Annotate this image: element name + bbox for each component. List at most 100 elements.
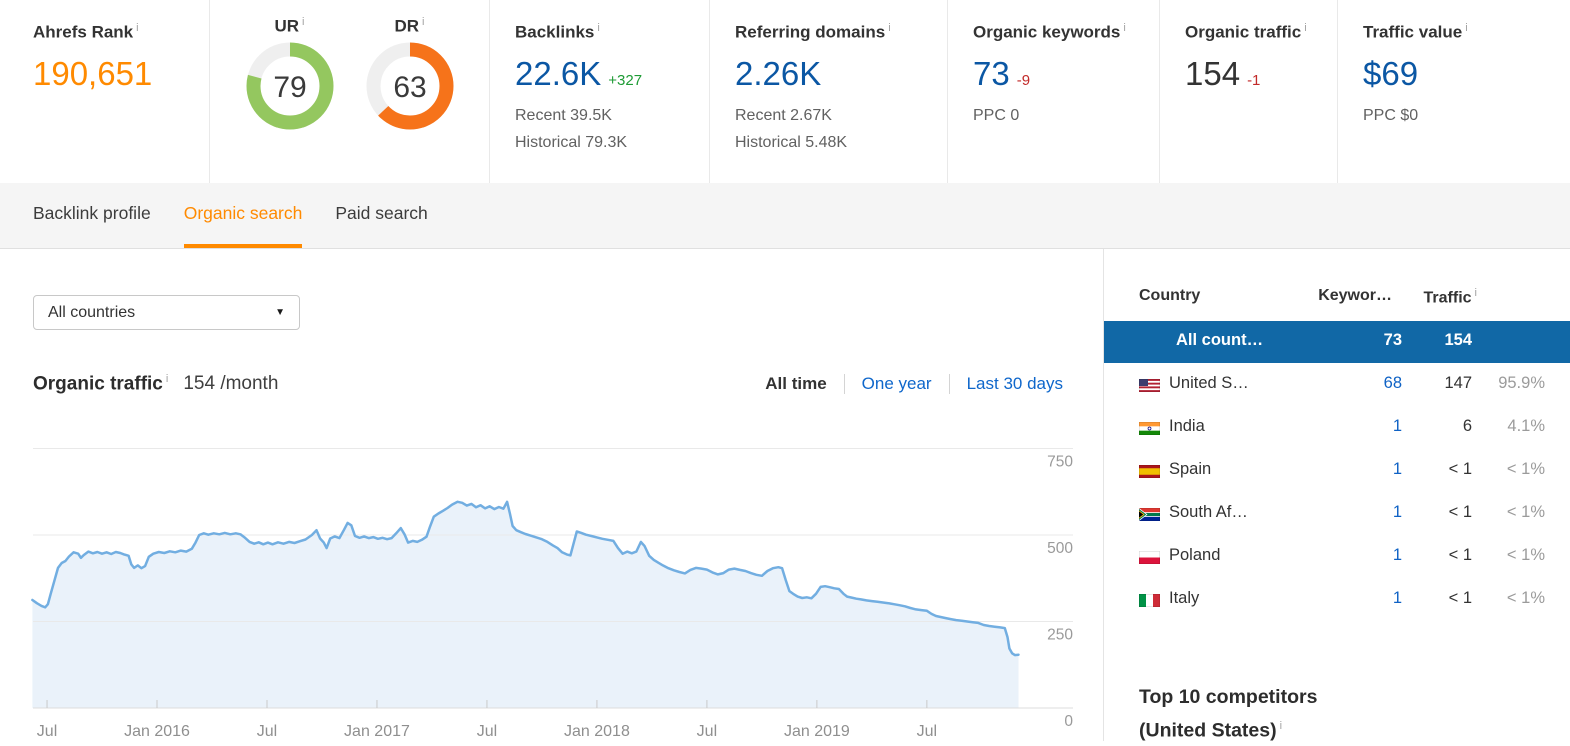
traffic-value-ppc: PPC $0: [1363, 106, 1419, 124]
y-axis-label-750: 750: [1047, 454, 1073, 471]
info-icon: i: [1304, 22, 1307, 34]
traffic-value-value[interactable]: $69: [1363, 54, 1419, 92]
country-keywords-link[interactable]: 68: [1383, 374, 1402, 392]
y-axis-label-500: 500: [1047, 540, 1073, 557]
country-name: United S…: [1169, 374, 1249, 392]
refdomains-historical: Historical 5.48K: [735, 133, 848, 151]
country-name: Spain: [1169, 460, 1212, 478]
info-icon: i: [1123, 22, 1126, 34]
x-axis-label: Jul: [477, 723, 497, 740]
country-row-in[interactable]: India 1 6 4.1%: [1104, 406, 1570, 449]
tab-backlink-profile[interactable]: Backlink profile: [33, 203, 151, 223]
metric-organic-traffic: Organic traffic i 154 -1: [1160, 0, 1338, 183]
ur-donut-chart: 79: [246, 42, 333, 130]
metric-referring-domains: Referring domains i 2.26K Recent 2.67K Hi…: [710, 0, 948, 183]
organic-keywords-label: Organic keywords: [973, 22, 1121, 42]
dr-value: 63: [393, 71, 426, 104]
x-axis-label: Jul: [257, 723, 277, 740]
ur-gauge: UR i 79: [244, 10, 336, 183]
chart-current-value: 154 /month: [183, 373, 279, 395]
ur-label: UR: [274, 16, 300, 36]
date-range-switcher: All time One year Last 30 days: [765, 374, 1063, 395]
dr-donut-chart: 63: [366, 42, 453, 130]
country-row-us[interactable]: United S… 68 147 95.9%: [1104, 363, 1570, 406]
country-keywords-link[interactable]: 1: [1392, 460, 1402, 478]
column-header-traffic: Traffic: [1423, 289, 1472, 307]
info-icon: i: [1279, 720, 1283, 732]
info-icon: i: [1465, 22, 1468, 34]
y-axis-label-0: 0: [1064, 713, 1073, 730]
country-row-es[interactable]: Spain 1 < 1 < 1%: [1104, 449, 1570, 492]
refdomains-recent: Recent 2.67K: [735, 106, 832, 124]
country-traffic-share: < 1%: [1506, 460, 1545, 478]
country-name: Poland: [1169, 546, 1221, 564]
range-all-time[interactable]: All time: [765, 374, 827, 394]
refdomains-label: Referring domains: [735, 22, 886, 42]
country-traffic-share: < 1%: [1506, 589, 1545, 607]
country-traffic-share: < 1%: [1506, 546, 1545, 564]
competitors-heading-line2: (United States): [1139, 719, 1277, 742]
organic-keywords-ppc: PPC 0: [973, 106, 1020, 124]
country-traffic-share: 95.9%: [1498, 374, 1545, 392]
country-traffic-value: < 1: [1448, 503, 1472, 521]
x-axis-label: Jan 2017: [344, 723, 410, 740]
column-header-keywords: Keywor…: [1318, 287, 1392, 304]
country-row-pl[interactable]: Poland 1 < 1 < 1%: [1104, 535, 1570, 578]
es-flag-icon: [1139, 464, 1160, 478]
it-flag-icon: [1139, 593, 1160, 607]
country-row-za[interactable]: South Af… 1 < 1 < 1%: [1104, 492, 1570, 535]
range-separator: [843, 374, 845, 395]
country-traffic-value: 154: [1444, 331, 1472, 349]
country-keywords-link[interactable]: 1: [1392, 546, 1402, 564]
country-row-it[interactable]: Italy 1 < 1 < 1%: [1104, 578, 1570, 621]
ur-value: 79: [273, 71, 306, 104]
refdomains-value[interactable]: 2.26K: [735, 54, 822, 92]
metric-gauges: UR i 79 DR i 63: [210, 0, 490, 183]
country-traffic-share: < 1%: [1506, 503, 1545, 521]
metric-traffic-value: Traffic value i $69 PPC $0: [1338, 0, 1570, 183]
range-last-30-days[interactable]: Last 30 days: [966, 374, 1063, 394]
countries-panel: Country Keywor… Traffic i All count… 73 154…: [1103, 249, 1570, 742]
tab-paid-search[interactable]: Paid search: [335, 203, 428, 223]
country-traffic-value: 147: [1444, 374, 1472, 392]
country-name: All count…: [1176, 331, 1264, 349]
ahrefs-rank-value[interactable]: 190,651: [33, 54, 153, 92]
x-axis-label: Jul: [37, 723, 57, 740]
dr-label: DR: [394, 16, 420, 36]
metric-organic-keywords: Organic keywords i 73 -9 PPC 0: [948, 0, 1160, 183]
backlinks-value[interactable]: 22.6K: [515, 54, 602, 92]
country-row-all[interactable]: All count… 73 154: [1104, 321, 1570, 363]
country-name: Italy: [1169, 589, 1200, 607]
competitors-heading-line1: Top 10 competitors: [1139, 686, 1318, 708]
us-flag-icon: [1139, 378, 1160, 392]
country-select-value: All countries: [48, 303, 136, 321]
chart-column: All countries ▼ Organic traffic i 154 /mo…: [0, 249, 1103, 741]
metric-backlinks: Backlinks i 22.6K +327 Recent 39.5K Histor…: [490, 0, 710, 183]
organic-keywords-value[interactable]: 73: [973, 54, 1010, 92]
main-content: All countries ▼ Organic traffic i 154 /mo…: [0, 249, 1570, 742]
x-axis-label: Jan 2018: [564, 723, 630, 740]
info-icon: i: [422, 16, 425, 28]
country-keywords-link[interactable]: 1: [1392, 417, 1402, 435]
tab-organic-search[interactable]: Organic search: [183, 183, 303, 248]
country-select-dropdown[interactable]: All countries ▼: [33, 295, 300, 330]
country-keywords-link[interactable]: 1: [1392, 589, 1402, 607]
y-axis-label-250: 250: [1047, 627, 1073, 644]
country-name: India: [1169, 417, 1205, 435]
backlinks-label: Backlinks: [515, 22, 595, 42]
column-header-country: Country: [1139, 287, 1201, 304]
section-tabbar: Backlink profile Organic search Paid sea…: [0, 183, 1570, 249]
traffic-area-fill: [32, 501, 1019, 708]
range-one-year[interactable]: One year: [861, 374, 932, 394]
in-flag-icon: [1139, 421, 1160, 435]
countries-table-header: Country Keywor… Traffic i: [1104, 287, 1570, 321]
country-keywords-link[interactable]: 73: [1383, 331, 1402, 349]
info-icon: i: [597, 22, 600, 34]
country-keywords-link[interactable]: 1: [1392, 503, 1402, 521]
traffic-line: [31, 500, 1020, 657]
chevron-down-icon: ▼: [275, 307, 285, 318]
x-axis-label: Jan 2016: [124, 723, 190, 740]
traffic-value-label: Traffic value: [1363, 22, 1463, 42]
za-flag-icon: [1139, 507, 1160, 521]
